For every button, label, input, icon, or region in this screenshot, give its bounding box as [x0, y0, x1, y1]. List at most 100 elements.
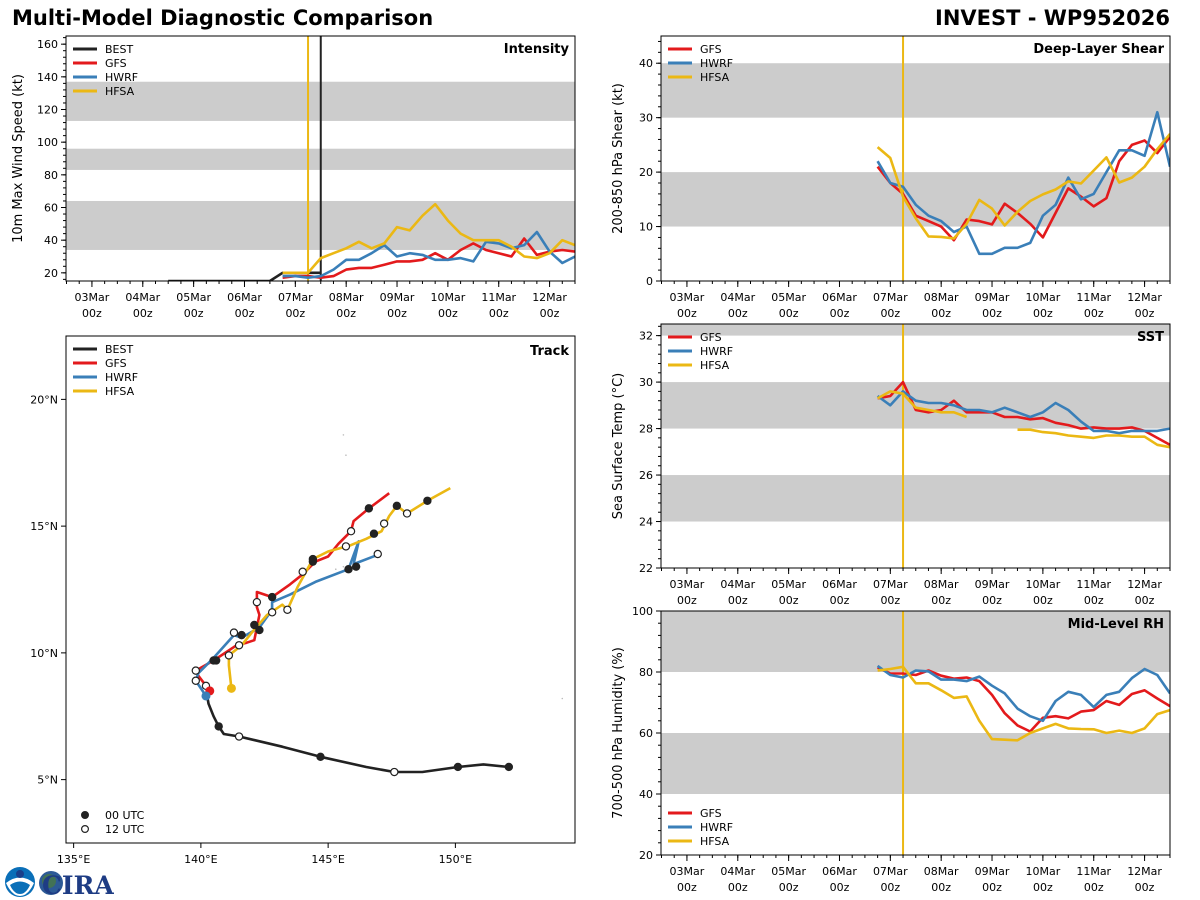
- x-tick-label-hour: 00z: [133, 307, 153, 320]
- legend-label-hfsa: HFSA: [700, 835, 730, 848]
- plot-frame: [660, 323, 1171, 569]
- y-tick-label: 160: [37, 38, 58, 51]
- x-tick-label-hour: 00z: [1033, 594, 1053, 607]
- marker-12utc: [267, 608, 277, 617]
- noaa-logo-icon: [5, 867, 35, 897]
- x-tick-label-date: 08Mar: [924, 865, 959, 878]
- marker-00utc: [344, 565, 353, 574]
- y-tick-label: 40: [639, 57, 653, 70]
- marker-12utc: [346, 526, 356, 536]
- y-tick-label: 20: [44, 267, 58, 280]
- x-tick-label-hour: 00z: [184, 307, 204, 320]
- x-tick-label-hour: 00z: [728, 307, 748, 320]
- x-tick-label-hour: 00z: [880, 594, 900, 607]
- legend-label-hwrf: HWRF: [105, 371, 138, 384]
- panel-sst: 22 24 26 28 30 32 03Mar 00z 04Mar 00z 05Mar 00z 06Ma…: [611, 323, 1171, 607]
- x-tick-label-hour: 00z: [677, 594, 697, 607]
- marker-12utc: [191, 666, 200, 675]
- lon-tick-label: 140°E: [184, 853, 217, 866]
- island-marker: [345, 454, 347, 456]
- x-tick-label-hour: 00z: [931, 307, 951, 320]
- y-tick-label: 60: [639, 727, 653, 740]
- x-tick-label-hour: 00z: [1135, 594, 1155, 607]
- x-tick-label-date: 05Mar: [771, 578, 806, 591]
- series-group: [876, 36, 1170, 281]
- legend-label-gfs: GFS: [105, 57, 127, 70]
- marker-00utc: [392, 501, 402, 511]
- x-tick-label-date: 10Mar: [1025, 291, 1060, 304]
- lat-tick-label: 20°N: [30, 393, 58, 406]
- y-tick-label: 10: [639, 221, 653, 234]
- threshold-band: [661, 611, 1170, 672]
- x-tick-label-hour: 00z: [540, 307, 560, 320]
- lon-tick-label: 135°E: [57, 853, 90, 866]
- x-tick-label-hour: 00z: [336, 307, 356, 320]
- legend-label-hwrf: HWRF: [700, 345, 733, 358]
- x-tick-label-date: 04Mar: [720, 291, 755, 304]
- x-tick-label-date: 12Mar: [1127, 291, 1162, 304]
- x-tick-label-date: 11Mar: [1076, 578, 1111, 591]
- marker-12utc: [234, 732, 244, 741]
- x-tick-label-hour: 00z: [880, 307, 900, 320]
- legend-label-gfs: GFS: [105, 357, 127, 370]
- storm-id-title: INVEST - WP952026: [935, 6, 1170, 30]
- y-tick-label: 20: [639, 166, 653, 179]
- legend-label-hfsa: HFSA: [105, 85, 135, 98]
- panel-title: Intensity: [504, 42, 570, 57]
- y-tick-label: 0: [646, 275, 653, 288]
- panel-title: SST: [1137, 330, 1164, 345]
- x-tick-label-date: 04Mar: [720, 865, 755, 878]
- x-tick-label-hour: 00z: [1033, 881, 1053, 894]
- x-tick-label-hour: 00z: [677, 881, 697, 894]
- x-tick-label-date: 08Mar: [924, 291, 959, 304]
- x-tick-label-hour: 00z: [285, 307, 305, 320]
- panel-title: Track: [530, 344, 569, 359]
- x-tick-label-date: 04Mar: [720, 578, 755, 591]
- x-tick-label-date: 12Mar: [532, 291, 567, 304]
- series-group: [168, 36, 575, 281]
- threshold-band: [661, 475, 1170, 522]
- legend-marker-12utc: [80, 824, 89, 833]
- x-tick-label-hour: 00z: [779, 881, 799, 894]
- x-tick-label-date: 08Mar: [924, 578, 959, 591]
- threshold-band: [661, 733, 1170, 794]
- x-tick-label-hour: 00z: [982, 307, 1002, 320]
- x-tick-label-hour: 00z: [830, 594, 850, 607]
- series-line-hwrf: [876, 110, 1170, 256]
- x-tick-label-date: 07Mar: [873, 291, 908, 304]
- marker-00utc: [209, 656, 218, 665]
- legend-label-hfsa: HFSA: [700, 71, 730, 84]
- x-tick-label-date: 05Mar: [176, 291, 211, 304]
- x-tick-label-hour: 00z: [438, 307, 458, 320]
- x-tick-label-date: 11Mar: [1076, 865, 1111, 878]
- x-tick-label-hour: 00z: [982, 594, 1002, 607]
- x-tick-label-date: 05Mar: [771, 291, 806, 304]
- island-marker: [334, 568, 337, 571]
- x-tick-label-date: 07Mar: [873, 578, 908, 591]
- marker-12utc: [191, 676, 200, 685]
- x-tick-label-hour: 00z: [677, 307, 697, 320]
- marker-12utc: [298, 567, 307, 576]
- marker-00utc: [237, 630, 246, 640]
- y-tick-label: 26: [639, 469, 653, 482]
- marker-00utc: [308, 554, 318, 564]
- x-tick-label-date: 11Mar: [1076, 291, 1111, 304]
- marker-00utc: [364, 504, 374, 513]
- series-line-hwrf: [282, 230, 575, 280]
- legend-label-hwrf: HWRF: [105, 71, 138, 84]
- marker-legend-label: 00 UTC: [105, 809, 145, 822]
- legend-label-hfsa: HFSA: [700, 359, 730, 372]
- island-marker: [342, 565, 345, 568]
- x-tick-label-date: 11Mar: [481, 291, 516, 304]
- marker-12utc: [252, 597, 262, 607]
- y-tick-label: 28: [639, 423, 653, 436]
- y-tick-label: 40: [44, 234, 58, 247]
- marker-00utc: [250, 620, 259, 630]
- marker-00utc: [214, 722, 223, 731]
- x-tick-label-hour: 00z: [1033, 307, 1053, 320]
- series-line-hfsa: [876, 390, 968, 419]
- marker-12utc: [234, 641, 244, 650]
- x-tick-label-hour: 00z: [1135, 307, 1155, 320]
- x-tick-label-hour: 00z: [982, 881, 1002, 894]
